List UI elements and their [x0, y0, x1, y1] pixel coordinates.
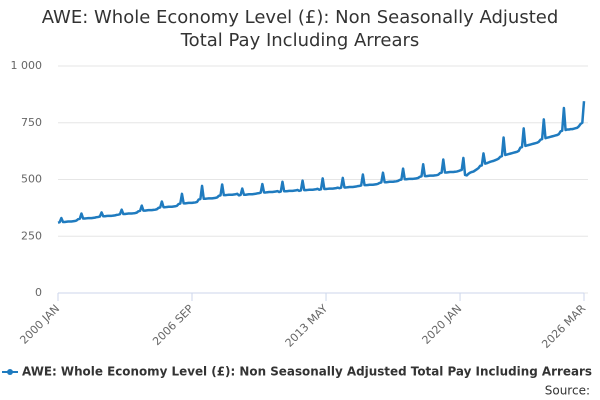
y-tick-label: 0 — [35, 286, 42, 299]
y-tick-label: 1 000 — [11, 59, 43, 72]
chart-title: AWE: Whole Economy Level (£): Non Season… — [41, 7, 559, 51]
legend-label: AWE: Whole Economy Level (£): Non Season… — [22, 365, 592, 379]
series-line — [57, 101, 586, 224]
x-tick-label: 2013 MAY — [283, 302, 331, 350]
x-tick-label: 2006 SEP — [150, 302, 196, 348]
y-tick-label: 750 — [21, 116, 42, 129]
source: Source: — [545, 384, 590, 398]
x-tick-label: 2026 MAR — [539, 302, 588, 351]
legend-symbol — [7, 369, 13, 375]
x-tick-label: 2020 JAN — [420, 302, 465, 347]
y-tick-label: 500 — [21, 173, 42, 186]
x-tick-label: 2000 JAN — [17, 302, 62, 347]
y-tick-label: 250 — [21, 229, 42, 242]
